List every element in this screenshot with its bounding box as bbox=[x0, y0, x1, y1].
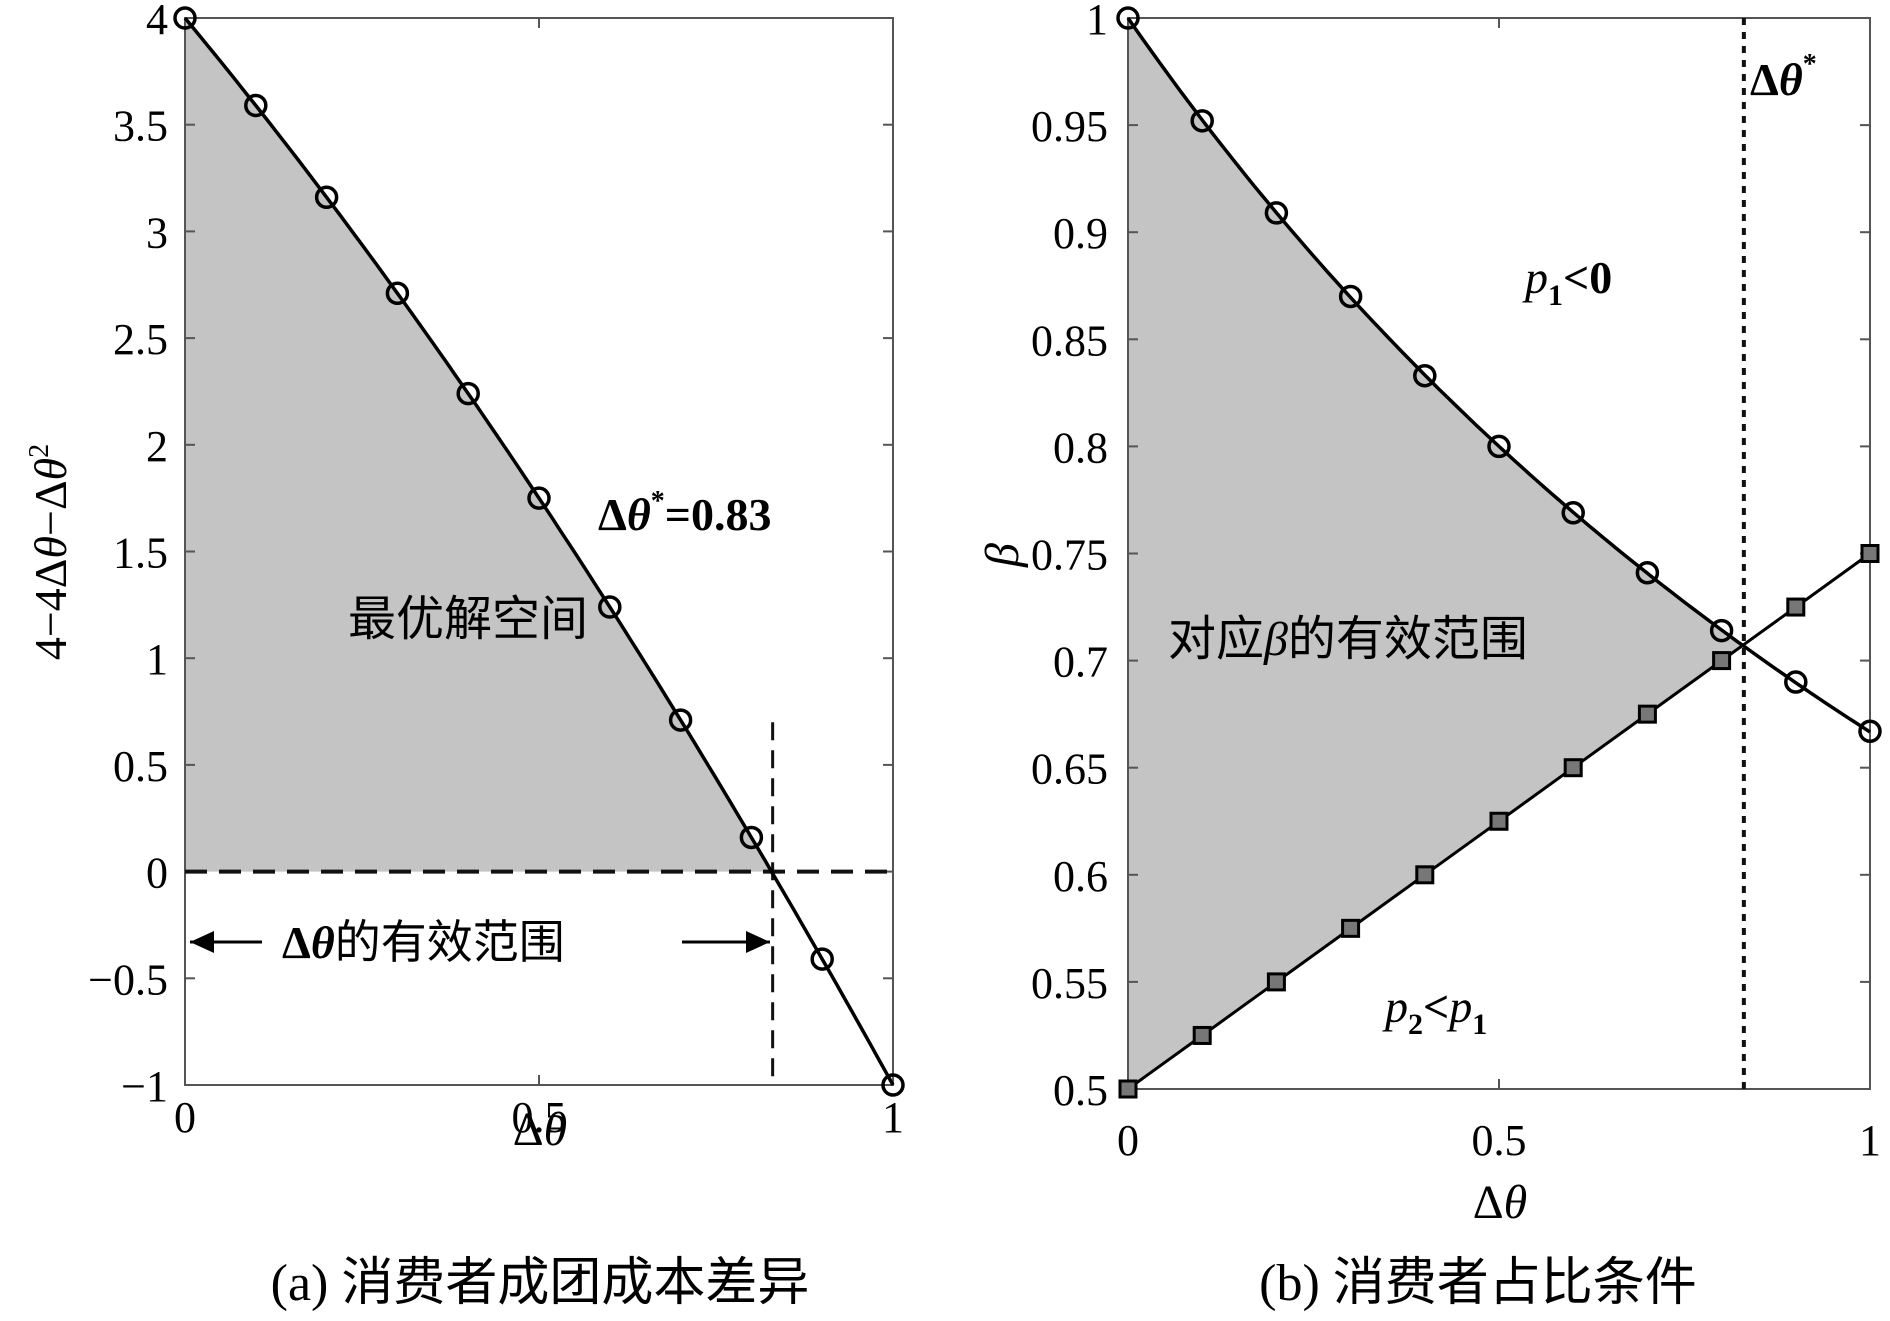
a-point-marker bbox=[881, 1073, 905, 1097]
b-series-2-marker bbox=[1341, 918, 1361, 938]
b-y-tick-label: 0.65 bbox=[1031, 745, 1108, 794]
b-series-2-marker bbox=[1489, 811, 1509, 831]
b-series-1-marker bbox=[1264, 201, 1289, 225]
b-series-1-marker bbox=[1413, 363, 1437, 388]
b-threshold-label: Δθ* bbox=[1750, 49, 1817, 105]
a-point-marker bbox=[739, 825, 764, 850]
a-point-marker bbox=[173, 6, 197, 30]
a-range-label: Δθ的有效范围 bbox=[282, 917, 565, 968]
chart-a: 43.532.521.510.50−0.5−10 0.5 1 最优解空间 Δθ*=0… bbox=[24, 0, 905, 1312]
b-p1-label: p1<0 bbox=[1522, 252, 1612, 312]
b-y-tick-label: 0.55 bbox=[1031, 959, 1108, 1008]
a-y-tick-label: 0 bbox=[146, 849, 168, 898]
b-y-tick-label: 0.6 bbox=[1053, 852, 1108, 901]
b-y-tick-label: 0.95 bbox=[1031, 102, 1108, 151]
a-x-axis-label: Δθ bbox=[513, 1103, 567, 1156]
a-point-marker bbox=[527, 486, 551, 510]
b-x-tick-label: 0.5 bbox=[1472, 1116, 1527, 1165]
b-caption: (b) 消费者占比条件 bbox=[1259, 1255, 1697, 1312]
a-y-tick-label: 3 bbox=[146, 208, 168, 257]
a-x-tick-label: 0.5 bbox=[512, 1093, 567, 1142]
b-series-2-marker bbox=[1266, 972, 1286, 992]
a-point-marker bbox=[385, 281, 410, 306]
b-series-1-marker bbox=[1635, 561, 1660, 585]
b-x-tick-label: 1 bbox=[1859, 1116, 1881, 1165]
a-y-tick-label: 3.5 bbox=[113, 102, 168, 151]
a-point-marker bbox=[810, 947, 834, 971]
a-shaded-region bbox=[185, 18, 772, 872]
chart-b: 10.950.90.850.80.750.70.650.60.550.50 0.5… bbox=[976, 0, 1882, 1312]
b-series-1-marker bbox=[1338, 284, 1363, 309]
b-series-2-marker bbox=[1192, 1025, 1212, 1045]
b-shaded-region bbox=[1128, 18, 1743, 1089]
b-series-1-marker bbox=[1116, 6, 1140, 30]
a-y-axis-label: 4−4Δθ−Δθ2 bbox=[24, 444, 76, 660]
a-range-arrow: Δθ的有效范围 bbox=[190, 917, 770, 968]
b-series-2-marker bbox=[1415, 865, 1435, 885]
b-series-2-marker bbox=[1860, 544, 1880, 563]
a-series-markers bbox=[173, 6, 905, 1097]
b-series-2-marker bbox=[1563, 758, 1583, 778]
a-point-marker bbox=[314, 185, 339, 210]
b-region-label: 对应β的有效范围 bbox=[1168, 613, 1528, 666]
a-y-tick-label: −0.5 bbox=[88, 955, 168, 1004]
a-series-line bbox=[183, 16, 895, 1086]
b-y-tick-label: 0.8 bbox=[1053, 423, 1108, 472]
b-series-1-line bbox=[1126, 17, 1871, 734]
b-y-tick-label: 0.7 bbox=[1053, 638, 1108, 687]
b-y-tick-label: 1 bbox=[1086, 0, 1108, 44]
a-threshold-label: Δθ*=0.83 bbox=[598, 486, 771, 540]
b-x-axis-label: Δθ bbox=[1473, 1176, 1527, 1229]
b-y-axis-label: β bbox=[976, 543, 1029, 568]
a-point-marker bbox=[598, 595, 622, 619]
a-x-tick-label: 0 bbox=[174, 1093, 196, 1142]
a-point-marker bbox=[456, 381, 480, 406]
b-series-1-marker bbox=[1190, 109, 1214, 133]
b-y-tick-label: 0.75 bbox=[1031, 531, 1108, 580]
b-axis-ticks: 10.950.90.850.80.750.70.650.60.550.50 0.5… bbox=[1031, 0, 1881, 1165]
b-series-1-marker bbox=[1487, 434, 1511, 459]
b-series-1-marker bbox=[1784, 670, 1808, 694]
a-y-tick-label: −1 bbox=[121, 1062, 168, 1111]
b-series-1-marker bbox=[1858, 719, 1882, 744]
a-point-marker bbox=[668, 708, 693, 732]
b-series-2-marker bbox=[1786, 597, 1806, 617]
b-y-tick-label: 0.85 bbox=[1031, 316, 1108, 365]
b-series-1-markers bbox=[1116, 6, 1882, 744]
a-y-tick-label: 4 bbox=[146, 0, 168, 44]
a-caption: (a) 消费者成团成本差异 bbox=[271, 1255, 810, 1312]
a-axis-ticks: 43.532.521.510.50−0.5−10 0.5 1 bbox=[88, 0, 904, 1142]
a-x-tick-label: 1 bbox=[882, 1093, 904, 1142]
b-p2-label: p2<p1 bbox=[1382, 981, 1487, 1041]
a-point-marker bbox=[244, 93, 268, 118]
b-series-2-marker bbox=[1118, 1079, 1138, 1099]
a-y-tick-label: 1.5 bbox=[113, 529, 168, 578]
b-y-tick-label: 0.5 bbox=[1053, 1066, 1108, 1115]
b-series-2-marker bbox=[1712, 651, 1732, 671]
b-series-1-marker bbox=[1561, 501, 1585, 525]
b-series-2-marker bbox=[1637, 704, 1657, 724]
b-y-tick-label: 0.9 bbox=[1053, 209, 1108, 258]
b-x-tick-label: 0 bbox=[1117, 1116, 1139, 1165]
a-region-label: 最优解空间 bbox=[348, 593, 588, 646]
a-y-tick-label: 2 bbox=[146, 422, 168, 471]
a-y-tick-label: 2.5 bbox=[113, 315, 168, 364]
a-y-tick-label: 1 bbox=[146, 635, 168, 684]
b-series-1-marker bbox=[1709, 618, 1734, 643]
b-series-2-markers bbox=[1118, 544, 1880, 1099]
a-y-tick-label: 0.5 bbox=[113, 742, 168, 791]
